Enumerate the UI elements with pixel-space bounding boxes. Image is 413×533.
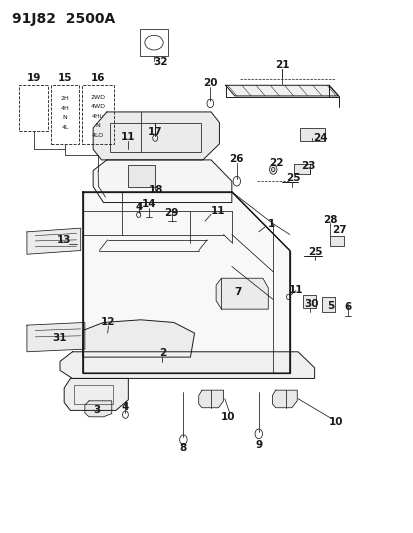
Text: 18: 18 [149, 185, 164, 195]
Text: 31: 31 [52, 334, 66, 343]
Text: 1: 1 [267, 219, 275, 229]
Text: 10: 10 [328, 417, 343, 427]
Text: 29: 29 [164, 208, 178, 217]
Text: 10: 10 [221, 412, 235, 422]
Text: 2WD: 2WD [90, 94, 105, 100]
Polygon shape [93, 112, 219, 160]
Text: 13: 13 [57, 236, 71, 245]
Text: 20: 20 [202, 78, 217, 87]
Polygon shape [198, 390, 223, 408]
Text: 16: 16 [90, 74, 105, 83]
Text: 12: 12 [101, 317, 116, 327]
Polygon shape [85, 401, 112, 417]
Text: 4WD: 4WD [90, 104, 105, 109]
Text: 26: 26 [229, 155, 244, 164]
Bar [330, 236, 343, 246]
Text: 4: 4 [135, 202, 142, 212]
Text: 6: 6 [343, 302, 351, 312]
Text: 3: 3 [93, 405, 100, 415]
Text: 11: 11 [210, 206, 225, 215]
Text: 2: 2 [158, 349, 166, 358]
Text: 25: 25 [285, 173, 300, 183]
Text: 23: 23 [300, 161, 315, 171]
Text: 4: 4 [121, 402, 129, 411]
Text: 5: 5 [327, 302, 334, 311]
Text: 27: 27 [331, 225, 346, 235]
Polygon shape [27, 322, 85, 352]
Bar [128, 165, 155, 187]
Bar [293, 164, 309, 174]
Text: 17: 17 [147, 127, 162, 137]
Polygon shape [27, 228, 81, 254]
Text: 32: 32 [153, 58, 168, 67]
Bar [302, 295, 316, 308]
Polygon shape [93, 160, 231, 203]
Text: 21: 21 [274, 60, 289, 70]
Text: 24: 24 [313, 133, 328, 143]
Bar [74, 385, 113, 404]
Bar [82, 85, 114, 144]
Text: 2H: 2H [60, 96, 69, 101]
Text: 7: 7 [234, 287, 241, 296]
Polygon shape [83, 320, 194, 357]
Text: 91J82  2500A: 91J82 2500A [12, 12, 115, 26]
Text: 4H: 4H [60, 106, 69, 111]
Text: 22: 22 [268, 158, 283, 168]
Text: N: N [95, 123, 100, 128]
Text: 30: 30 [303, 299, 318, 309]
Polygon shape [216, 278, 268, 309]
Bar [50, 85, 79, 144]
Text: 11: 11 [121, 132, 135, 142]
Text: 19: 19 [26, 74, 40, 83]
Polygon shape [225, 85, 338, 96]
Text: 15: 15 [57, 74, 72, 83]
Bar [109, 123, 200, 152]
Polygon shape [83, 192, 289, 373]
Text: 28: 28 [322, 215, 337, 224]
Text: 8: 8 [179, 443, 187, 453]
Bar [321, 297, 334, 312]
Text: 25: 25 [307, 247, 322, 257]
Bar [299, 128, 324, 141]
Text: 9: 9 [254, 440, 262, 450]
Text: 4L: 4L [61, 125, 69, 130]
Bar [19, 85, 47, 131]
Circle shape [269, 165, 276, 174]
Text: 14: 14 [141, 199, 156, 208]
Text: N: N [62, 115, 67, 120]
Text: 4Hi:: 4Hi: [92, 114, 104, 119]
Text: 11: 11 [288, 286, 303, 295]
Polygon shape [272, 390, 297, 408]
Bar [140, 29, 168, 56]
Text: 4LO: 4LO [92, 133, 104, 138]
Polygon shape [64, 378, 128, 410]
Polygon shape [60, 352, 314, 378]
